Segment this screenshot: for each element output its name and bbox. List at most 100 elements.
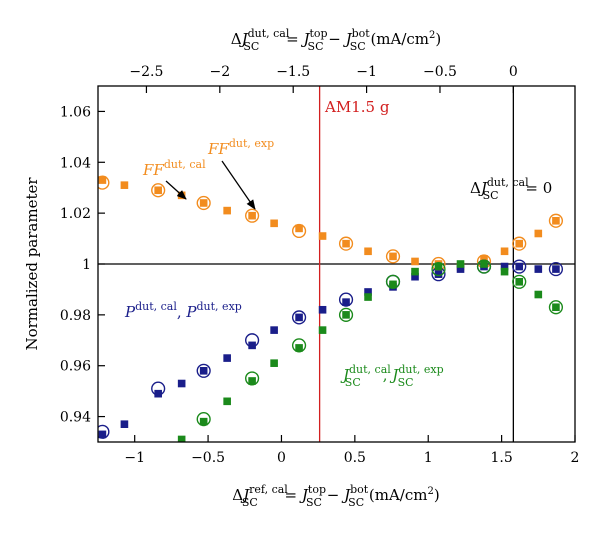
point-jsc-cal: [177, 435, 186, 442]
x-tick-label-top: −2: [209, 64, 230, 80]
point-ff-exp: [98, 175, 110, 190]
point-p-exp: [338, 292, 354, 307]
point-ff-cal: [98, 176, 107, 184]
point-ff-cal: [480, 255, 488, 263]
point-jsc-exp: [431, 261, 446, 277]
ticks-layer: −1 −0.5 0 0.5 1 1.5 2 −2.5 −2 −1.5 −1 −0.5 0 0.94 0.96…: [60, 64, 580, 466]
point-p-cal: [364, 288, 372, 296]
point-ff-exp: [151, 183, 166, 198]
y-tick-label: 0.98: [60, 308, 91, 324]
point-p-exp: [98, 424, 110, 439]
ff-exp-arrow: [221, 160, 256, 210]
point-ff-cal: [199, 199, 208, 207]
point-p-cal: [411, 272, 419, 281]
point-p-cal: [154, 389, 162, 398]
x-tick-label-bottom: 2: [571, 450, 580, 466]
point-jsc-exp: [476, 259, 492, 274]
point-p-cal: [456, 265, 465, 273]
point-jsc-cal: [199, 417, 208, 426]
y-tick-label: 0.96: [60, 359, 91, 375]
point-ff-cal: [248, 211, 256, 220]
point-jsc-cal: [318, 326, 327, 334]
point-p-exp: [512, 259, 527, 274]
y-axis-title: Normalized parameter: [23, 177, 41, 351]
point-p-exp: [291, 310, 307, 325]
point-ff-cal: [552, 216, 560, 225]
y-tick-label: 1.06: [60, 104, 91, 120]
point-p-cal: [318, 305, 327, 314]
zero-label: ΔJdut, cal SC = 0: [470, 176, 552, 202]
bottom-axis-title: ΔJref, cal SC = Jtop SC − Jbot SC (mA/cm2): [232, 483, 439, 509]
point-p-cal: [342, 298, 350, 306]
point-ff-cal: [270, 219, 278, 228]
point-p-cal: [552, 265, 560, 273]
point-p-exp: [151, 381, 166, 396]
point-ff-exp: [385, 249, 401, 264]
point-p-cal: [270, 326, 278, 334]
point-p-cal: [199, 367, 208, 375]
point-jsc-cal: [248, 377, 256, 385]
point-jsc-cal: [364, 293, 372, 301]
data-points: [98, 175, 564, 442]
plot-frame: [97, 85, 576, 443]
point-p-cal: [295, 313, 303, 322]
point-jsc-exp: [196, 412, 211, 427]
point-p-cal: [98, 430, 107, 439]
am-label: AM1.5 g: [324, 98, 390, 116]
point-ff-cal: [318, 232, 327, 240]
y-tick-label: 1.04: [60, 155, 91, 171]
point-jsc-cal: [515, 278, 524, 286]
point-p-cal: [534, 265, 543, 273]
x-tick-label-top: −1: [356, 64, 377, 80]
point-ff-cal: [120, 181, 129, 189]
point-p-cal: [500, 262, 509, 271]
y-tick-label: 0.94: [60, 410, 91, 426]
x-tick-label-top: −1.5: [276, 64, 310, 80]
point-ff-cal: [342, 239, 350, 248]
point-jsc-cal: [500, 267, 509, 276]
point-jsc-exp: [512, 274, 527, 289]
point-jsc-cal: [389, 280, 397, 289]
point-jsc-cal: [480, 260, 488, 268]
point-ff-cal: [364, 247, 372, 256]
point-ff-exp: [291, 223, 307, 239]
point-p-exp: [548, 261, 564, 277]
x-tick-label-top: −2.5: [129, 64, 163, 80]
point-ff-cal: [515, 239, 524, 248]
point-p-cal: [248, 341, 256, 350]
point-jsc-exp: [245, 371, 260, 386]
point-jsc-cal: [456, 260, 465, 268]
x-tick-label-bottom: 1: [424, 450, 433, 466]
ff-cal-arrow: [165, 180, 187, 200]
point-p-exp: [245, 333, 260, 348]
point-p-cal: [120, 420, 129, 428]
point-jsc-cal: [270, 359, 278, 367]
point-ff-cal: [295, 224, 303, 233]
point-ff-cal: [223, 206, 231, 215]
point-jsc-cal: [552, 303, 560, 312]
point-ff-cal: [154, 186, 162, 195]
point-ff-exp: [338, 236, 354, 251]
point-ff-cal: [500, 247, 509, 256]
x-tick-label-top: −0.5: [423, 64, 457, 80]
point-jsc-exp: [385, 274, 401, 289]
point-ff-exp: [548, 213, 564, 228]
point-ff-cal: [389, 252, 397, 261]
x-tick-label-bottom: 0.5: [344, 450, 366, 466]
top-axis-title: ΔJdut, cal SC = Jtop SC − Jbot SC (mA/cm2): [231, 27, 442, 53]
x-tick-label-bottom: 0: [277, 450, 286, 466]
point-p-cal: [223, 354, 231, 362]
point-ff-exp: [196, 195, 211, 211]
point-jsc-cal: [434, 262, 443, 271]
point-jsc-exp: [548, 300, 564, 315]
point-ff-cal: [411, 257, 419, 266]
ff-cal-label: FFdut, cal: [142, 158, 206, 179]
point-jsc-cal: [295, 344, 303, 352]
point-jsc-cal: [534, 290, 543, 299]
point-p-exp: [196, 363, 211, 378]
jsc-label: Jdut, cal SC, Jdut, exp SC: [340, 363, 444, 389]
y-tick-label: 1.02: [60, 206, 91, 222]
y-tick-label: 1: [82, 257, 91, 273]
point-jsc-cal: [411, 267, 419, 276]
